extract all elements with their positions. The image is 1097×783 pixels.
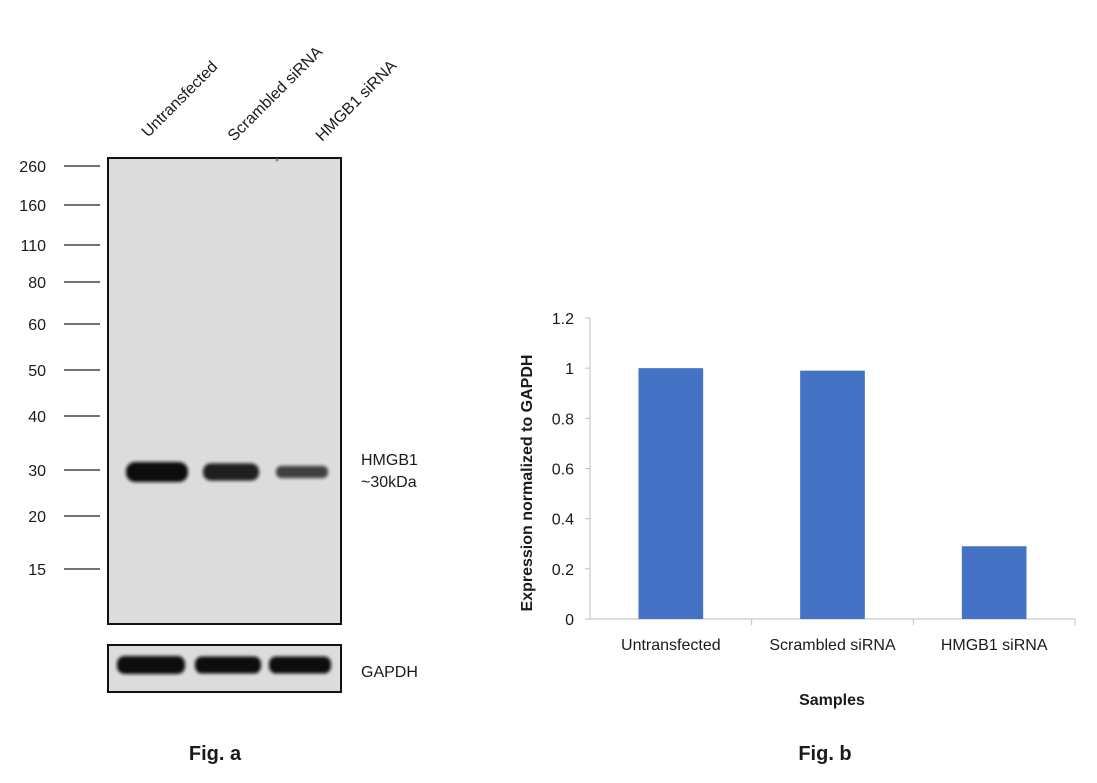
hmgb1-band (203, 463, 259, 481)
membrane-speck (275, 158, 279, 162)
marker-label: 260 (19, 159, 46, 176)
gapdh-bands (117, 656, 331, 674)
marker-label: 40 (28, 409, 46, 426)
bar-chart: 0 0.2 0.4 0.6 0.8 1 1.2 Untransfected Scrambled… (519, 311, 1076, 765)
band-label-hmgb1: HMGB1 (361, 452, 418, 469)
bars (638, 368, 1027, 619)
gapdh-band (195, 656, 261, 674)
marker-label: 60 (28, 317, 46, 334)
x-tick-label: HMGB1 siRNA (941, 637, 1048, 654)
caption-fig-b: Fig. b (798, 743, 851, 765)
membrane-hmgb1 (107, 157, 342, 625)
lane-label-untransfected: Untransfected (139, 58, 221, 140)
hmgb1-band (126, 462, 188, 482)
hmgb1-band (276, 465, 328, 479)
y-axis-title: Expression normalized to GAPDH (519, 355, 536, 612)
y-tick-label: 1.2 (552, 311, 574, 328)
lane-labels: Untransfected Scrambled siRNA HMGB1 siRN… (139, 43, 401, 145)
marker-label: 50 (28, 363, 46, 380)
band-label-size: ~30kDa (361, 474, 417, 491)
marker-label: 15 (28, 562, 46, 579)
y-tick-label: 0 (565, 612, 574, 629)
lane-label-scrambled: Scrambled siRNA (225, 43, 327, 145)
y-axis-ticks: 0 0.2 0.4 0.6 0.8 1 1.2 (552, 311, 590, 629)
caption-fig-a: Fig. a (189, 743, 242, 765)
x-axis-ticks: Untransfected Scrambled siRNA HMGB1 siRNA (621, 619, 1076, 654)
molecular-weight-markers: 260 160 110 80 60 50 40 30 20 15 (19, 159, 100, 579)
marker-label: 160 (19, 198, 46, 215)
x-tick-label: Scrambled siRNA (769, 637, 896, 654)
y-tick-label: 0.4 (552, 512, 574, 529)
marker-label: 110 (20, 238, 46, 255)
x-axis-title: Samples (799, 692, 865, 709)
y-tick-label: 1 (565, 361, 574, 378)
y-tick-label: 0.8 (552, 411, 574, 428)
x-tick-label: Untransfected (621, 637, 721, 654)
gapdh-band (269, 656, 331, 674)
y-tick-label: 0.2 (552, 562, 574, 579)
marker-label: 20 (28, 509, 46, 526)
bar (638, 368, 704, 619)
lane-label-hmgb1-sirna: HMGB1 siRNA (313, 57, 401, 145)
y-tick-label: 0.6 (552, 462, 574, 479)
band-label-gapdh: GAPDH (361, 664, 418, 681)
marker-label: 30 (28, 463, 46, 480)
bar (961, 546, 1027, 619)
hmgb1-bands (126, 462, 328, 482)
marker-label: 80 (28, 275, 46, 292)
bar (800, 370, 865, 619)
western-blot: Untransfected Scrambled siRNA HMGB1 siRN… (19, 43, 418, 765)
gapdh-band (117, 656, 185, 674)
